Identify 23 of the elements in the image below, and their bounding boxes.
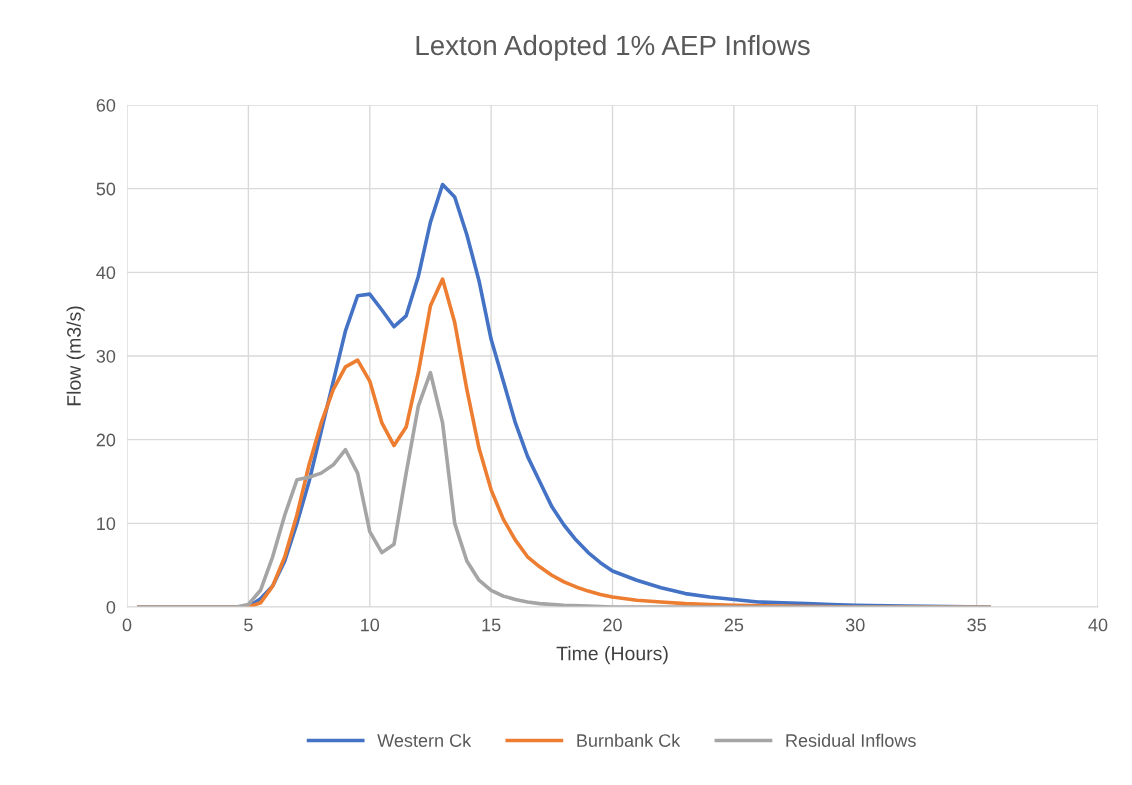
legend-label: Burnbank Ck [577,733,681,747]
x-tick-label: 35 [967,618,986,632]
y-tick-label: 30 [96,349,116,363]
x-tick-label: 20 [603,618,622,632]
x-tick-label: 10 [361,618,380,632]
x-tick-label: 0 [122,618,132,632]
x-tick-label: 40 [1088,618,1108,632]
x-tick-label: 25 [724,618,744,632]
line-series [137,370,991,607]
legend-label: Western Ck [377,733,472,747]
y-tick-label: 10 [97,517,116,531]
x-tick-label: 5 [244,618,253,632]
x-axis-title: Time (Hours) [556,646,668,665]
chart-title: Lexton Adopted 1% AEP Inflows [416,34,810,61]
y-tick-label: 60 [96,98,116,112]
y-tick-label: 0 [106,600,116,614]
y-tick-label: 20 [96,433,116,447]
y-tick-label: 40 [96,266,116,280]
x-tick-label: 30 [845,618,865,632]
x-tick-label: 15 [482,618,501,632]
legend-label: Residual Inflows [786,733,916,747]
y-tick-label: 50 [96,182,116,196]
y-axis-title: Flow (m3/s) [66,306,85,406]
